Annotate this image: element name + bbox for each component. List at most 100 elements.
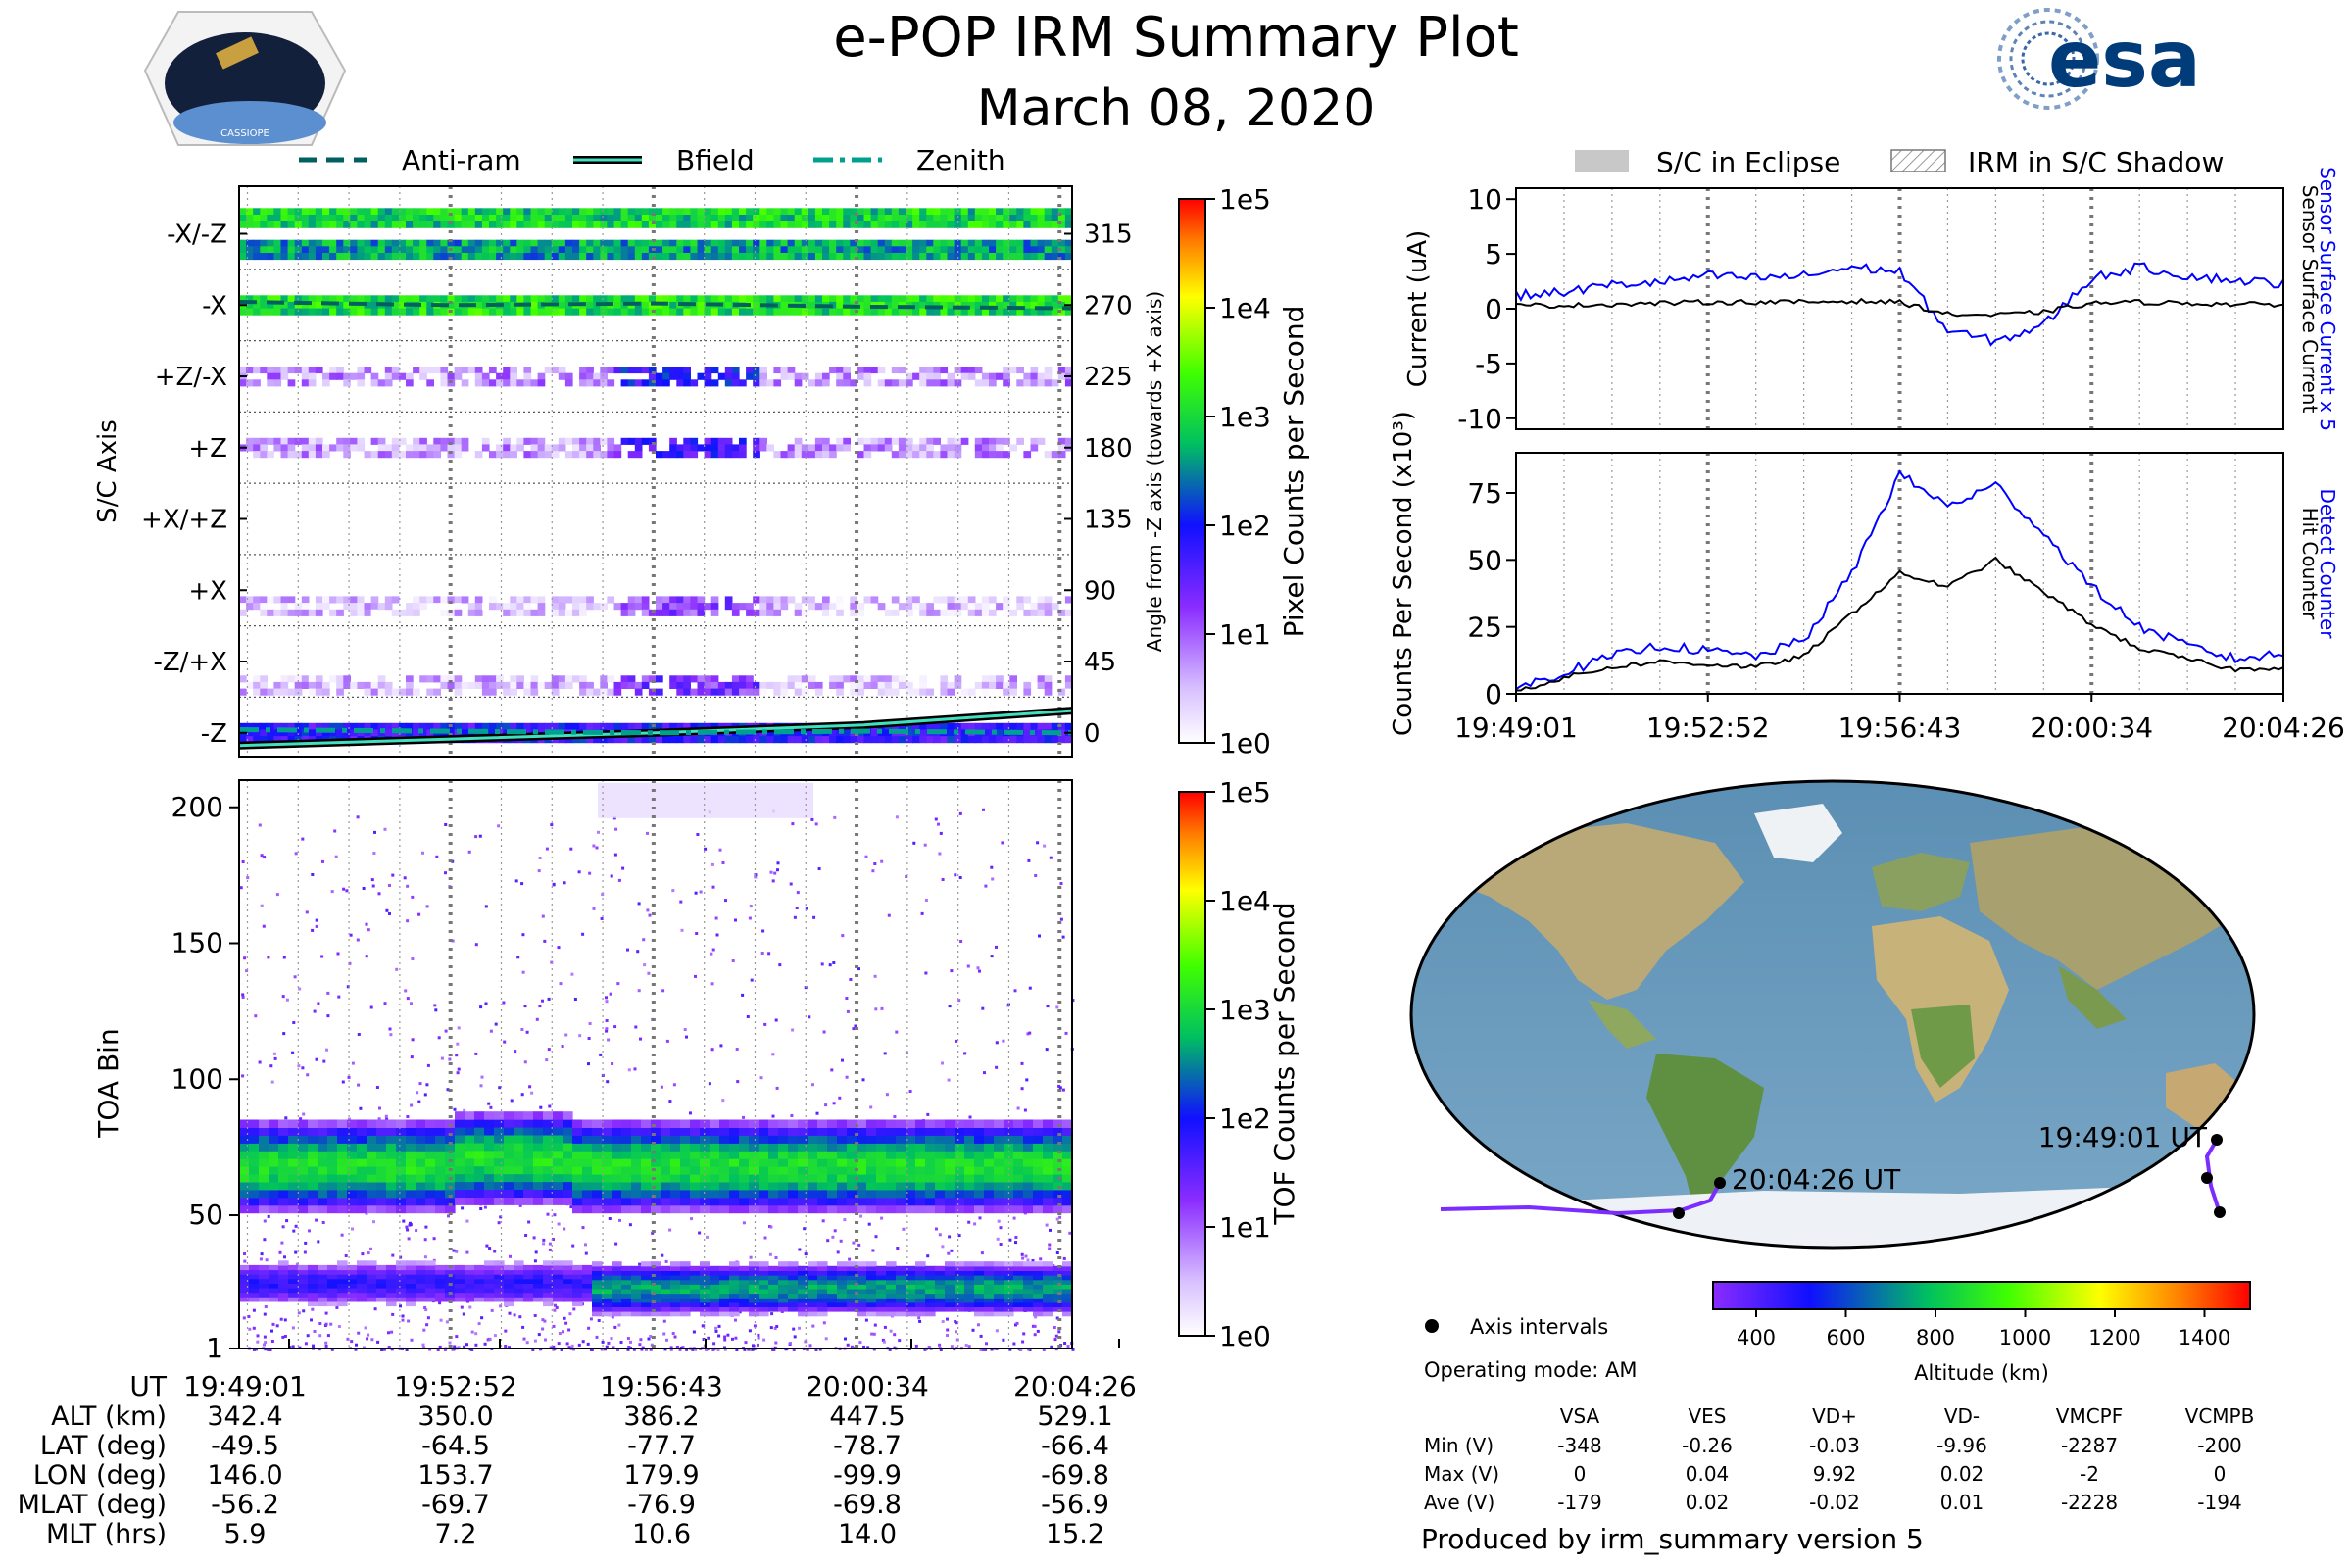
ephemeris-row-label: MLT (hrs) [46, 1519, 167, 1549]
map-border [1409, 779, 2256, 1250]
pixel-colorbar: 1e5 1e4 1e3 1e2 1e1 1e0 Pixel Counts per Seco… [1178, 183, 1310, 760]
ephemeris-table: UT 19:49:01 19:52:52 19:56:43 20:00:34 20:04:… [18, 1339, 1137, 1549]
ephemeris-value: 146.0 [207, 1460, 282, 1491]
mission-badge-text: CASSIOPE [220, 128, 270, 139]
tof-y-tick: 100 [172, 1062, 223, 1095]
voltage-col-header: VSA [1560, 1404, 1600, 1428]
pixel-heatmap [239, 208, 1073, 744]
voltage-value: 9.92 [1813, 1462, 1857, 1486]
current-ylabel: Current (uA) [1403, 230, 1433, 387]
counts-ylabel: Counts Per Second (x10³) [1389, 411, 1418, 736]
ephemeris-value: -56.2 [211, 1490, 279, 1520]
ephemeris-value: 529.1 [1037, 1401, 1112, 1432]
altitude-tick: 1000 [1999, 1326, 2051, 1349]
pixel-axis-label: +Z [188, 434, 227, 464]
voltage-value: -2287 [2061, 1434, 2118, 1457]
tof-colorbar-tick: 1e5 [1219, 776, 1271, 808]
time-tick: 20:04:26 [1013, 1370, 1137, 1402]
tof-counts-panel: 200 150 100 50 1 TOA Bin [92, 779, 1075, 1364]
voltage-row-label: Max (V) [1424, 1462, 1499, 1486]
pixel-angle-tick: 45 [1084, 648, 1116, 677]
orbit-track-west [1440, 1182, 1722, 1216]
counts-panel: 75 50 25 0 19:49:01 19:52:52 19:56:43 20:00:34… [1389, 411, 2345, 744]
current-series-0 [1515, 262, 2284, 347]
orbit-interval-marker [1673, 1207, 1685, 1219]
orbit-interval-marker [2214, 1206, 2226, 1218]
tof-y-tick: 150 [172, 927, 223, 959]
current-y-tick: 5 [1485, 238, 1502, 270]
current-lines [1515, 262, 2284, 347]
pointing-legend: Anti-ram Bfield Zenith [299, 144, 1005, 176]
pixel-axis-label: -X/-Z [167, 220, 227, 250]
ephemeris-value: 10.6 [632, 1519, 691, 1549]
pixel-ylabel-right: Angle from -Z axis (towards +X axis) [1143, 291, 1166, 652]
tof-band-1 [239, 1260, 1073, 1317]
current-ylabel-right-black: Sensor Surface Current [2298, 185, 2322, 414]
pixel-axis-label: -Z [201, 719, 227, 749]
altitude-colorbar-label: Altitude (km) [1914, 1361, 2049, 1385]
legend-eclipse-label: S/C in Eclipse [1656, 146, 1840, 178]
ephemeris-value: -49.5 [211, 1431, 279, 1461]
altitude-colorbar: 400 600 800 1000 1200 1400 Altitude (km) [1712, 1281, 2251, 1385]
ephemeris-value: 447.5 [829, 1401, 905, 1432]
voltage-value: -0.02 [1809, 1491, 1860, 1514]
continent-europe [1872, 853, 1970, 911]
tof-y-tick: 1 [206, 1332, 223, 1364]
orbit-track-east [2204, 1138, 2222, 1214]
counts-x-tick: 19:49:01 [1454, 711, 1578, 744]
pixel-counts-panel: -X/-Z 315 -X 270 +Z/-X 225 +Z 180 +X/+Z 135 +X 90 -Z… [93, 185, 1166, 758]
pixel-angle-tick: 225 [1084, 363, 1133, 392]
ephemeris-value: -69.8 [1041, 1460, 1109, 1491]
pixel-band-4 [239, 437, 1073, 459]
counts-series-0 [1515, 469, 2284, 690]
operating-mode: Operating mode: AM [1424, 1358, 1637, 1382]
voltage-value: 0 [2214, 1462, 2227, 1486]
counts-x-tick: 19:56:43 [1838, 711, 1962, 744]
voltage-value: 0.02 [1940, 1462, 1984, 1486]
tof-y-tick: 200 [172, 791, 223, 823]
legend-eclipse-swatch [1575, 150, 1629, 172]
world-map: 19:49:01 UT 20:04:26 UT [1409, 779, 2256, 1250]
continent-north-america [1441, 823, 1744, 1000]
tof-colorbar-label: TOF Counts per Second [1268, 902, 1300, 1225]
altitude-tick: 600 [1826, 1326, 1865, 1349]
pixel-axis-label: +X/+Z [141, 506, 227, 535]
counts-x-tick: 19:52:52 [1646, 711, 1770, 744]
voltage-value: -0.03 [1809, 1434, 1860, 1457]
voltage-col-header: VMCPF [2056, 1404, 2123, 1428]
ephemeris-value: 5.9 [224, 1519, 267, 1549]
ephemeris-value: -69.8 [833, 1490, 902, 1520]
voltage-row-label: Min (V) [1424, 1434, 1494, 1457]
voltage-value: 0.04 [1686, 1462, 1730, 1486]
altitude-tick: 1200 [2088, 1326, 2140, 1349]
orbit-end-marker [1714, 1177, 1726, 1189]
pixel-angle-tick: 315 [1084, 220, 1133, 250]
altitude-tick: 1400 [2179, 1326, 2230, 1349]
ephemeris-value: 386.2 [623, 1401, 699, 1432]
current-panel: 10 5 0 -5 -10 Current (uA) Sensor Surface Cu… [1403, 167, 2339, 435]
continent-antarctica [1411, 1186, 2254, 1248]
time-tick: 19:52:52 [394, 1370, 517, 1402]
tof-frame [238, 779, 1073, 1349]
ephemeris-row-label: LAT (deg) [40, 1431, 167, 1461]
footer-text: Produced by irm_summary version 5 [1421, 1523, 1924, 1555]
pixel-colorbar-label: Pixel Counts per Second [1278, 306, 1310, 638]
altitude-tick: 800 [1916, 1326, 1955, 1349]
current-y-tick: 0 [1485, 293, 1502, 325]
time-tick: 19:49:01 [183, 1370, 307, 1402]
ephemeris-row-label: MLAT (deg) [18, 1490, 167, 1520]
ephemeris-value: -76.9 [627, 1490, 696, 1520]
tof-top-strip [598, 782, 813, 818]
orbit-start-marker [2211, 1134, 2223, 1146]
pixel-band-3 [239, 367, 1073, 387]
pixel-axis-label: +Z/-X [155, 363, 227, 392]
legend-anti-ram-label: Anti-ram [402, 144, 521, 176]
voltage-value: -9.96 [1936, 1434, 1987, 1457]
pixel-angle-tick: 90 [1084, 576, 1116, 606]
ephemeris-value: 179.9 [623, 1460, 699, 1491]
legend-shadow-label: IRM in S/C Shadow [1968, 146, 2224, 178]
pixel-band-2 [239, 295, 1073, 316]
tof-y-tick: 50 [188, 1199, 223, 1231]
voltage-col-header: VD+ [1812, 1404, 1857, 1428]
tof-colorbar-tick: 1e1 [1219, 1211, 1271, 1244]
